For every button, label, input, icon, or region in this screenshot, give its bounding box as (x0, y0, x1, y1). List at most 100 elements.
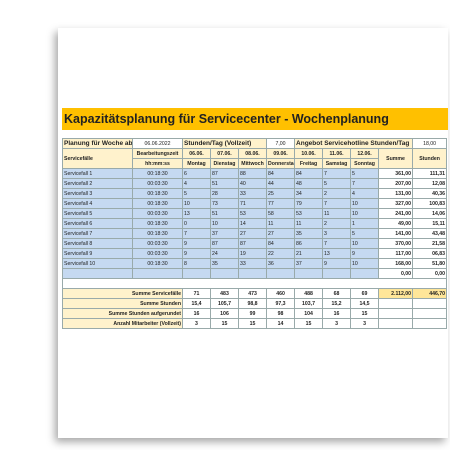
case-name: Servicefall 5 (62, 208, 133, 219)
row-sum: 49,00 (378, 218, 414, 229)
empty-cell (412, 298, 448, 309)
processing-time: 00:03:30 (132, 238, 183, 249)
case-count: 11 (322, 208, 352, 219)
row-sum: 361,00 (378, 168, 414, 179)
empty-cell (378, 298, 414, 309)
total-label: Summe Stunden aufgerundet (62, 308, 183, 319)
case-name: Servicefall 10 (62, 258, 133, 269)
total-value: 15,4 (182, 298, 211, 309)
processing-time: 00:18:30 (132, 188, 183, 199)
table-row: Servicefall 3 00:18:30 5 28 33 25 34 2 4 131,00 40… (62, 188, 448, 199)
column-header: hh:mm:ss (132, 158, 183, 169)
date-header: 07.06. (210, 148, 239, 159)
total-value: 3 (350, 318, 380, 329)
total-value: 97,3 (266, 298, 296, 309)
case-count: 25 (266, 188, 296, 199)
empty-cell (412, 308, 448, 319)
row-hours: 06,83 (412, 248, 448, 259)
case-count: 10 (350, 198, 380, 209)
date-header: 12.06. (350, 148, 380, 159)
case-name: Servicefall 4 (62, 198, 133, 209)
case-count: 19 (237, 248, 268, 259)
row-hours: 0,00 (412, 268, 448, 279)
table-row: 0,00 0,00 (62, 268, 448, 279)
total-value: 68 (322, 288, 352, 299)
table-row: Summe Servicefälle 71 483 473 460 488 68 69 2.11… (62, 288, 448, 299)
row-hours: 12,08 (412, 178, 448, 189)
table-row: Servicefall 10 00:18:30 8 35 33 36 37 9 10 168,00… (62, 258, 448, 269)
day-header: Freitag (294, 158, 324, 169)
case-count: 7 (322, 198, 352, 209)
row-sum: 131,00 (378, 188, 414, 199)
case-count: 10 (350, 208, 380, 219)
processing-time: 00:18:30 (132, 258, 183, 269)
empty-cell (378, 308, 414, 319)
case-count: 6 (182, 168, 211, 179)
total-value: 16 (182, 308, 211, 319)
case-count: 51 (210, 208, 239, 219)
row-hours: 14,06 (412, 208, 448, 219)
planning-table: Planung für Woche ab 06.06.2022 Stunden/Ta… (61, 138, 448, 329)
case-count: 28 (210, 188, 239, 199)
case-count: 48 (294, 178, 324, 189)
date-header: 11.06. (322, 148, 352, 159)
row-hours: 21,58 (412, 238, 448, 249)
total-value: 460 (266, 288, 296, 299)
table-body: Planung für Woche ab 06.06.2022 Stunden/Ta… (61, 138, 448, 329)
table-row: Servicefall 7 00:18:30 7 37 27 27 35 3 5 141,00 43… (62, 228, 448, 239)
case-count: 33 (237, 188, 268, 199)
total-value: 15 (350, 308, 380, 319)
table-row: hh:mm:ss Montag Dienstag Mittwoch Donnerstag… (63, 158, 447, 169)
case-count: 13 (322, 248, 352, 259)
case-count: 5 (350, 168, 380, 179)
case-count: 44 (266, 178, 296, 189)
case-count: 7 (322, 238, 352, 249)
row-hours: 100,83 (412, 198, 448, 209)
case-count: 86 (294, 238, 324, 249)
case-count: 71 (237, 198, 268, 209)
case-count: 13 (182, 208, 211, 219)
case-count: 51 (210, 178, 239, 189)
case-count: 87 (237, 238, 268, 249)
total-value: 488 (294, 288, 324, 299)
case-count: 11 (294, 218, 324, 229)
case-count: 53 (294, 208, 324, 219)
day-header: Montag (182, 158, 211, 169)
case-count: 8 (182, 258, 211, 269)
day-header: Mittwoch (237, 158, 268, 169)
case-count: 10 (350, 238, 380, 249)
case-count: 14 (237, 218, 268, 229)
case-count: 11 (266, 218, 296, 229)
processing-time: 00:03:30 (132, 178, 183, 189)
row-sum: 327,00 (378, 198, 414, 209)
sheet: Kapazitätsplanung für Servicecenter - Wo… (58, 28, 448, 438)
total-value: 15 (294, 318, 324, 329)
case-name: Servicefall 8 (62, 238, 133, 249)
column-header: Stunden (412, 148, 448, 169)
total-value: 98,8 (237, 298, 268, 309)
table-row: Servicefall 6 00:18:30 0 10 14 11 11 2 1 49,00 15,… (62, 218, 448, 229)
case-count: 10 (210, 218, 239, 229)
total-value: 473 (237, 288, 268, 299)
case-count: 84 (294, 168, 324, 179)
date-header: 10.06. (294, 148, 324, 159)
case-count: 0 (182, 218, 211, 229)
row-sum: 207,00 (378, 178, 414, 189)
case-count: 36 (266, 258, 296, 269)
empty-cell (322, 268, 352, 279)
total-value: 103,7 (294, 298, 324, 309)
empty-cell (266, 268, 296, 279)
row-sum: 370,00 (378, 238, 414, 249)
row-hours: 40,36 (412, 188, 448, 199)
case-count: 22 (266, 248, 296, 259)
total-value: 3 (322, 318, 352, 329)
date-header: 06.06. (182, 148, 211, 159)
case-count: 24 (210, 248, 239, 259)
day-header: Dienstag (210, 158, 239, 169)
table-row: Servicefall 1 00:18:30 6 87 88 84 84 7 5 361,00 11… (62, 168, 448, 179)
case-count: 73 (210, 198, 239, 209)
hours-value: 7,00 (266, 138, 296, 149)
column-header: Summe (378, 148, 414, 169)
case-count: 9 (182, 238, 211, 249)
